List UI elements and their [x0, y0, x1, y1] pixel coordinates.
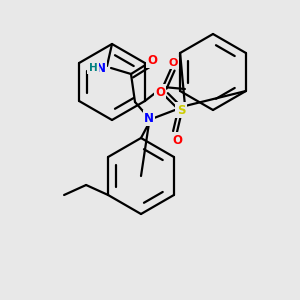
Text: O: O: [172, 134, 182, 146]
Text: O: O: [155, 85, 165, 98]
Text: O: O: [147, 53, 157, 67]
Text: O: O: [168, 58, 178, 68]
Text: N: N: [96, 61, 106, 74]
Text: S: S: [177, 103, 185, 116]
Text: H: H: [88, 63, 98, 73]
Text: N: N: [144, 112, 154, 124]
